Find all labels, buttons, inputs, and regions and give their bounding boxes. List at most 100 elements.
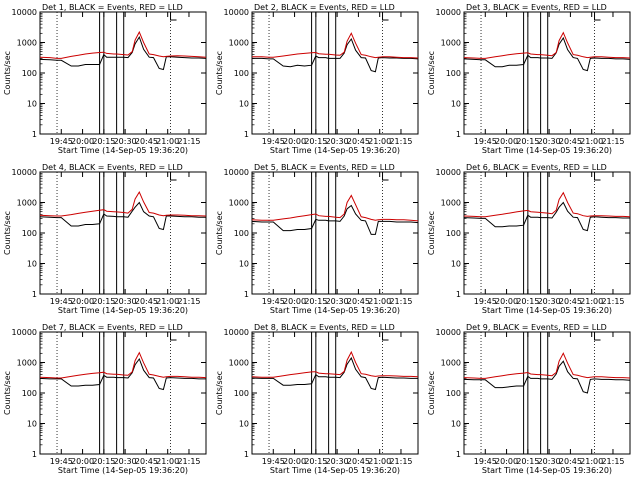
panel-title: Det 9, BLACK = Events, RED = LLD	[466, 323, 607, 332]
x-tick-label: 21:00	[368, 137, 391, 146]
y-axis-label: Counts/sec	[215, 371, 224, 415]
events-series-line	[39, 35, 207, 71]
y-tick-label: 1000	[17, 39, 37, 48]
panel-det-4: 1 10 100 1000 10000 19:4520:0020:1520:3020:45…	[3, 163, 207, 315]
y-tick-label: 10000	[12, 8, 37, 17]
events-series-line	[39, 357, 206, 391]
x-axis-label: Start Time (14-Sep-05 19:36:20)	[58, 466, 188, 475]
events-series-line	[463, 201, 630, 232]
y-tick-label: 10000	[224, 168, 249, 177]
y-tick-label: 10000	[436, 328, 461, 337]
x-tick-label: 20:30	[326, 137, 349, 146]
y-tick-label: 100	[234, 389, 249, 398]
events-series-line	[463, 360, 631, 394]
interval-flag	[382, 12, 389, 21]
x-tick-label: 20:45	[559, 457, 582, 466]
lld-series-line	[463, 31, 631, 59]
panel-det-5: 1 10 100 1000 10000 19:4520:0020:1520:3020:45…	[215, 163, 419, 315]
x-tick-label: 20:30	[538, 457, 561, 466]
y-tick-label: 1000	[441, 39, 461, 48]
y-tick-label: 100	[22, 69, 37, 78]
x-tick-label: 19:45	[262, 297, 285, 306]
x-tick-label: 20:30	[114, 297, 137, 306]
x-tick-label: 20:00	[283, 457, 306, 466]
x-tick-label: 20:15	[516, 297, 539, 306]
x-axis-label: Start Time (14-Sep-05 19:36:20)	[482, 306, 612, 315]
x-tick-label: 19:45	[50, 137, 73, 146]
y-tick-label: 10	[239, 260, 249, 269]
y-tick-label: 10	[451, 100, 461, 109]
y-axis-label: Counts/sec	[3, 51, 12, 95]
y-tick-label: 1000	[441, 359, 461, 368]
y-tick-label: 10000	[436, 168, 461, 177]
x-tick-label: 20:30	[114, 457, 137, 466]
y-tick-label: 10	[451, 420, 461, 429]
y-axis-label: Counts/sec	[215, 51, 224, 95]
lld-series-line	[39, 30, 207, 59]
x-tick-label: 21:00	[368, 457, 391, 466]
y-tick-label: 100	[22, 229, 37, 238]
x-tick-label: 21:15	[601, 297, 624, 306]
x-tick-label: 21:00	[156, 137, 179, 146]
events-series-line	[251, 356, 418, 391]
y-tick-label: 1	[244, 290, 249, 299]
panel-det-3: 1 10 100 1000 10000 19:4520:0020:1520:3020:45…	[427, 3, 631, 155]
y-tick-label: 10	[239, 420, 249, 429]
interval-flag	[594, 12, 601, 21]
events-series-line	[251, 204, 419, 235]
x-tick-label: 20:15	[92, 457, 115, 466]
x-axis-label: Start Time (14-Sep-05 19:36:20)	[270, 466, 400, 475]
panel-det-1: 1 10 100 1000 10000 19:4520:0020:1520:3020:45…	[3, 3, 207, 155]
x-tick-label: 20:45	[559, 137, 582, 146]
events-series-line	[252, 37, 419, 73]
y-axis-label: Counts/sec	[3, 211, 12, 255]
x-axis-label: Start Time (14-Sep-05 19:36:20)	[482, 146, 612, 155]
y-axis-label: Counts/sec	[427, 51, 436, 95]
x-tick-label: 20:45	[135, 457, 158, 466]
y-tick-label: 1000	[17, 199, 37, 208]
y-tick-label: 10000	[436, 8, 461, 17]
lld-series-line	[251, 194, 419, 222]
x-tick-label: 21:00	[156, 457, 179, 466]
y-tick-label: 10	[451, 260, 461, 269]
x-tick-label: 20:00	[71, 137, 94, 146]
interval-flag	[382, 172, 389, 181]
y-tick-label: 100	[22, 389, 37, 398]
y-tick-label: 1	[244, 450, 249, 459]
x-tick-label: 20:00	[71, 457, 94, 466]
y-tick-label: 1	[244, 130, 249, 139]
events-series-line	[39, 201, 206, 231]
x-tick-label: 20:00	[71, 297, 94, 306]
y-tick-label: 1000	[17, 359, 37, 368]
x-tick-label: 20:30	[114, 137, 137, 146]
x-tick-label: 21:15	[601, 137, 624, 146]
y-tick-label: 100	[446, 229, 461, 238]
lld-series-line	[463, 352, 631, 379]
lld-series-line	[463, 191, 631, 218]
x-tick-label: 20:00	[283, 137, 306, 146]
x-tick-label: 20:00	[495, 457, 518, 466]
interval-flag	[594, 172, 601, 181]
y-axis-label: Counts/sec	[215, 211, 224, 255]
y-axis-label: Counts/sec	[3, 371, 12, 415]
y-tick-label: 10000	[12, 168, 37, 177]
x-tick-label: 20:45	[347, 137, 370, 146]
y-tick-label: 10000	[12, 328, 37, 337]
x-tick-label: 20:00	[283, 297, 306, 306]
panel-title: Det 3, BLACK = Events, RED = LLD	[466, 3, 607, 12]
y-tick-label: 10	[239, 100, 249, 109]
x-tick-label: 21:15	[601, 457, 624, 466]
y-tick-label: 1	[456, 450, 461, 459]
panel-title: Det 7, BLACK = Events, RED = LLD	[42, 323, 183, 332]
panel-det-7: 1 10 100 1000 10000 19:4520:0020:1520:3020:45…	[3, 323, 207, 475]
lld-series-line	[252, 32, 419, 59]
x-tick-label: 20:15	[516, 137, 539, 146]
x-tick-label: 19:45	[50, 457, 73, 466]
x-tick-label: 20:45	[347, 457, 370, 466]
lld-series-line	[39, 351, 207, 379]
x-tick-label: 21:15	[177, 297, 200, 306]
events-series-line	[463, 36, 631, 72]
x-tick-label: 20:45	[559, 297, 582, 306]
x-tick-label: 21:00	[580, 457, 603, 466]
